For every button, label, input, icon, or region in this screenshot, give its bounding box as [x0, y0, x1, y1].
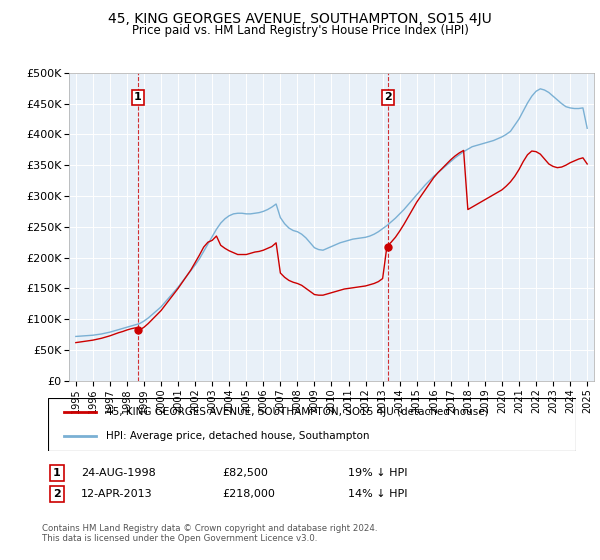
Text: 45, KING GEORGES AVENUE, SOUTHAMPTON, SO15 4JU (detached house): 45, KING GEORGES AVENUE, SOUTHAMPTON, SO…	[106, 408, 489, 418]
Text: 45, KING GEORGES AVENUE, SOUTHAMPTON, SO15 4JU: 45, KING GEORGES AVENUE, SOUTHAMPTON, SO…	[108, 12, 492, 26]
Text: £218,000: £218,000	[222, 489, 275, 499]
Text: Contains HM Land Registry data © Crown copyright and database right 2024.
This d: Contains HM Land Registry data © Crown c…	[42, 524, 377, 543]
Text: 14% ↓ HPI: 14% ↓ HPI	[348, 489, 407, 499]
Text: 24-AUG-1998: 24-AUG-1998	[81, 468, 156, 478]
Text: HPI: Average price, detached house, Southampton: HPI: Average price, detached house, Sout…	[106, 431, 370, 441]
Text: 1: 1	[53, 468, 61, 478]
Text: £82,500: £82,500	[222, 468, 268, 478]
Text: 2: 2	[384, 92, 391, 102]
Text: 19% ↓ HPI: 19% ↓ HPI	[348, 468, 407, 478]
Text: 2: 2	[53, 489, 61, 499]
Text: Price paid vs. HM Land Registry's House Price Index (HPI): Price paid vs. HM Land Registry's House …	[131, 24, 469, 37]
Text: 12-APR-2013: 12-APR-2013	[81, 489, 152, 499]
Text: 1: 1	[134, 92, 142, 102]
